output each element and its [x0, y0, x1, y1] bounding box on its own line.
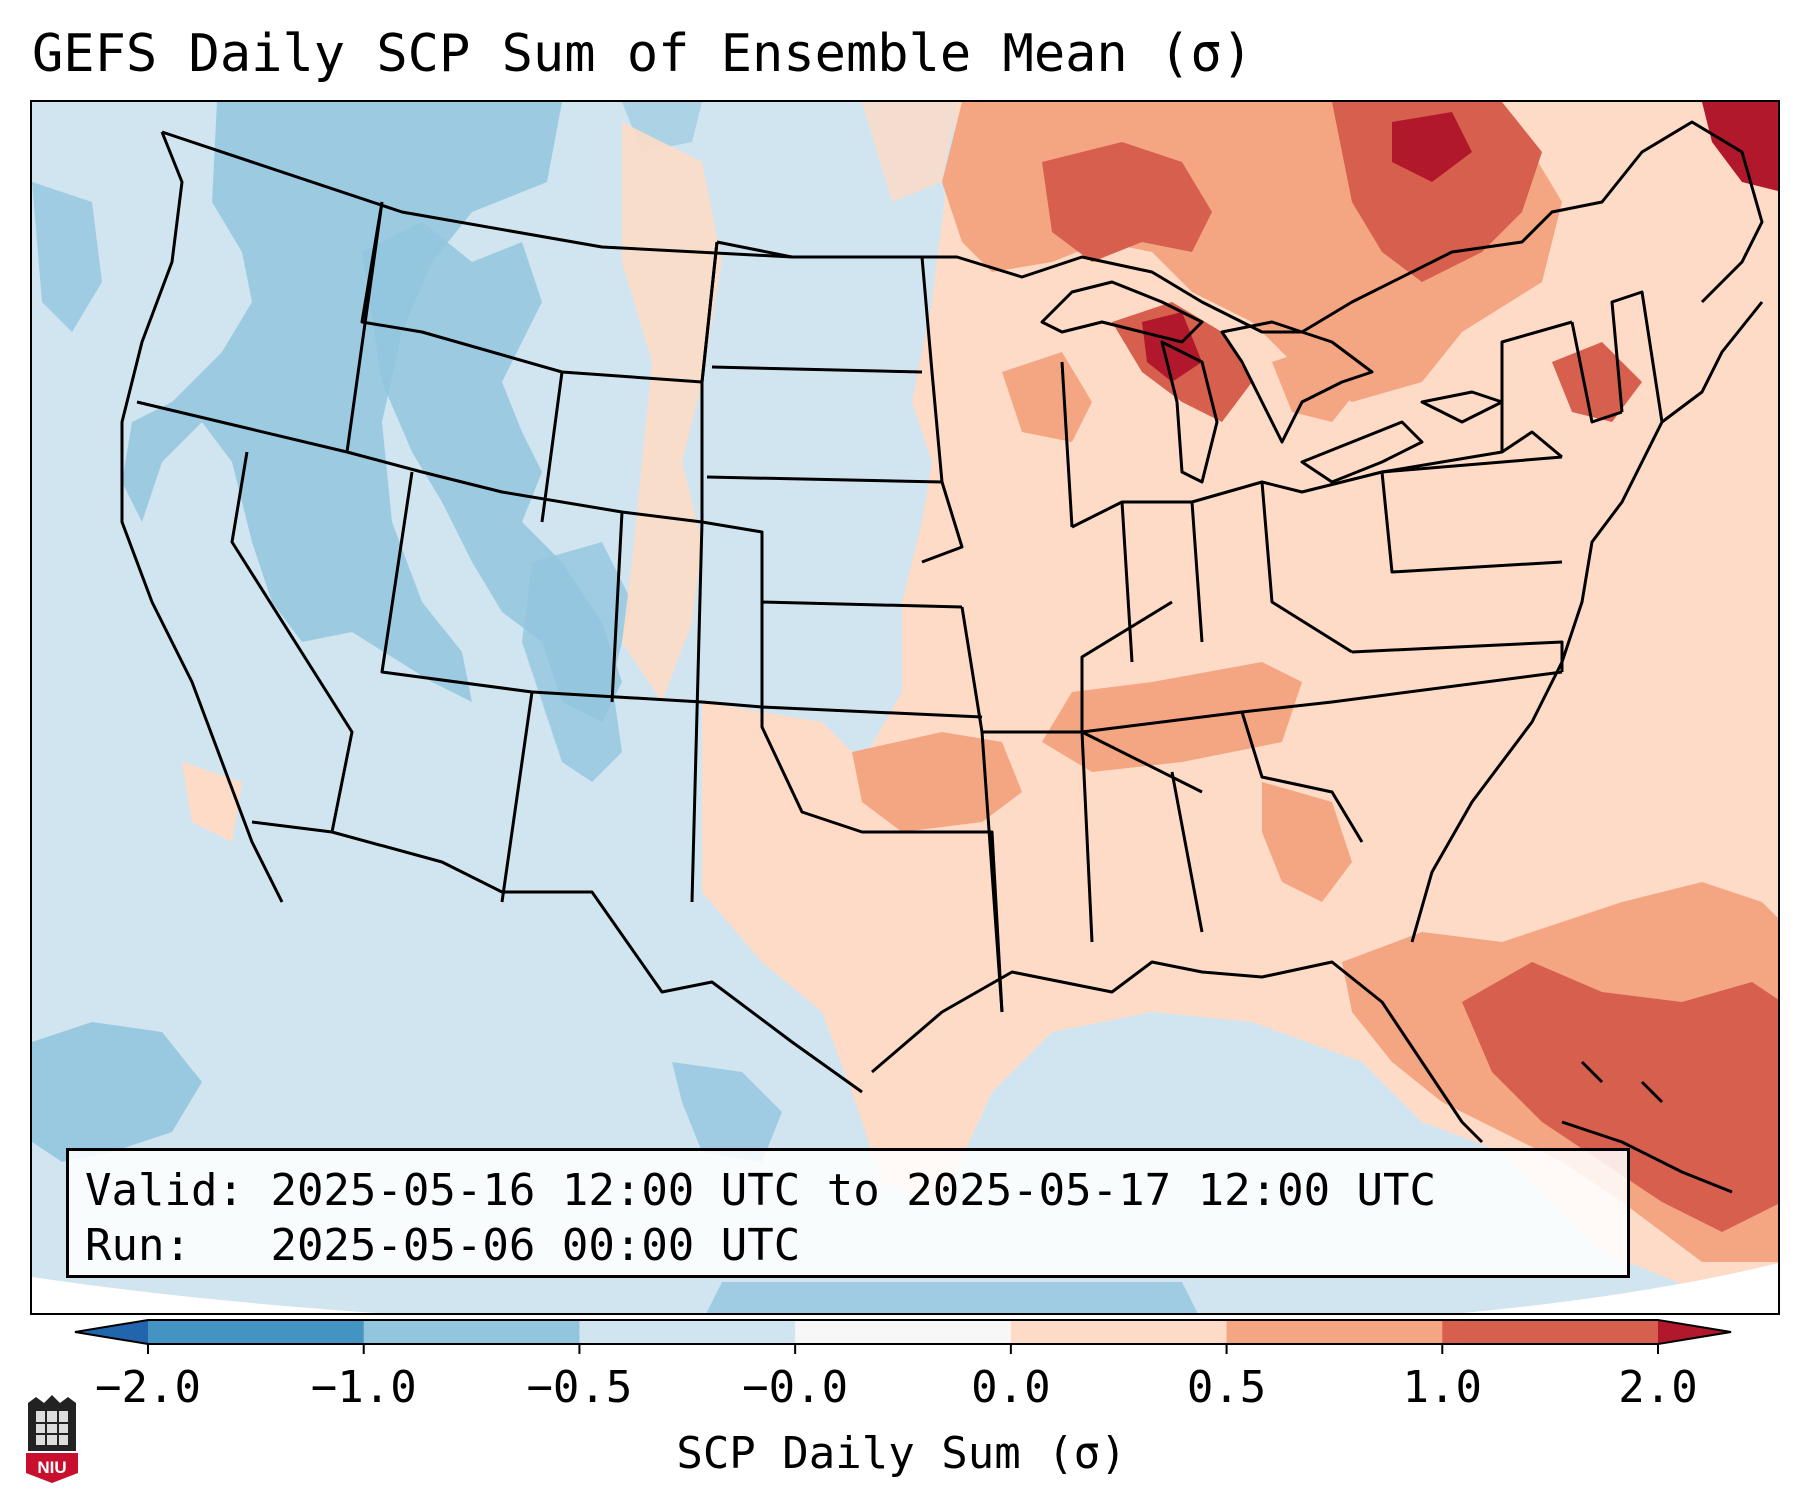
map-panel [30, 100, 1780, 1315]
colorbar-tick-label: 0.5 [1186, 1362, 1267, 1413]
colorbar-extend-low [75, 1320, 148, 1344]
chart-title: GEFS Daily SCP Sum of Ensemble Mean (σ) [32, 24, 1253, 84]
colorbar-segment-1 [363, 1320, 580, 1344]
field-pos-1.0-to-2.0 [1042, 102, 1778, 1232]
colorbar-tick-label: 2.0 [1618, 1362, 1698, 1413]
field-pos-above-2.0 [1142, 102, 1778, 382]
state-lines-central [700, 240, 1004, 1013]
colorbar [74, 1319, 1732, 1354]
west-coast [120, 131, 284, 903]
state-lines-west [136, 201, 763, 903]
colorbar-segment-2 [579, 1320, 796, 1344]
valid-label: Valid: [85, 1165, 244, 1216]
colorbar-segment-4 [1010, 1320, 1228, 1344]
colorbar-segment-5 [1226, 1320, 1443, 1344]
run-label: Run: [85, 1220, 191, 1271]
anomaly-field [32, 102, 1778, 1313]
map-canvas [32, 102, 1778, 1313]
run-value: 2025-05-06 00:00 UTC [270, 1220, 801, 1271]
niu-logo-icon: NIU [26, 1395, 78, 1483]
map-boundaries [120, 120, 1764, 1194]
colorbar-segment-6 [1442, 1320, 1659, 1344]
colorbar-label: SCP Daily Sum (σ) [676, 1428, 1127, 1479]
valid-run-info-box: Valid: 2025-05-16 12:00 UTC to 2025-05-1… [66, 1148, 1630, 1278]
colorbar-tick-label: 1.0 [1402, 1362, 1483, 1413]
colorbar-tick-label: −1.0 [310, 1362, 417, 1413]
colorbar-extend-high [1658, 1320, 1731, 1344]
gulf-coast [871, 960, 1484, 1144]
logo-text: NIU [37, 1458, 66, 1477]
colorbar-segment-0 [148, 1320, 365, 1344]
east-coast [1410, 301, 1764, 943]
colorbar-tick-label: −0.0 [742, 1362, 849, 1413]
state-lines-east [960, 361, 1564, 1013]
cuba-bahamas [1561, 1060, 1733, 1194]
valid-value: 2025-05-16 12:00 UTC to 2025-05-17 12:00… [270, 1165, 1437, 1216]
colorbar-tick-label: −0.5 [526, 1362, 633, 1413]
colorbar-tick-label: −2.0 [95, 1362, 201, 1413]
state-lines-northeast [1381, 290, 1664, 474]
colorbar-tick-label: 0.0 [971, 1362, 1051, 1413]
great-lakes [1040, 280, 1504, 484]
mexico-border [251, 820, 863, 1094]
colorbar-segment-3 [795, 1320, 1012, 1344]
field-neg-0.5-to-1.0 [32, 102, 1202, 1313]
